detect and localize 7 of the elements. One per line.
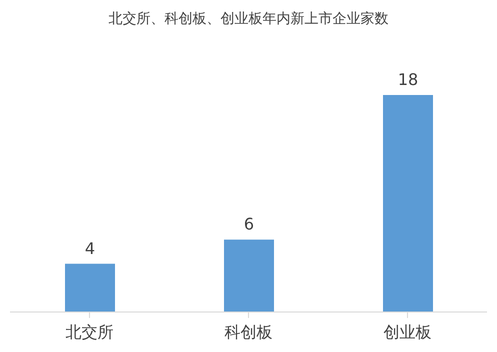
data-label: 18	[398, 70, 418, 89]
chart-title: 北交所、科创板、创业板年内新上市企业家数	[108, 10, 390, 28]
data-label: 6	[244, 214, 254, 234]
data-label: 4	[84, 238, 96, 258]
x-tick-label: 北交所	[66, 322, 114, 342]
x-tick-label: 创业板	[384, 322, 432, 342]
x-tick-label: 科创板	[224, 322, 272, 342]
